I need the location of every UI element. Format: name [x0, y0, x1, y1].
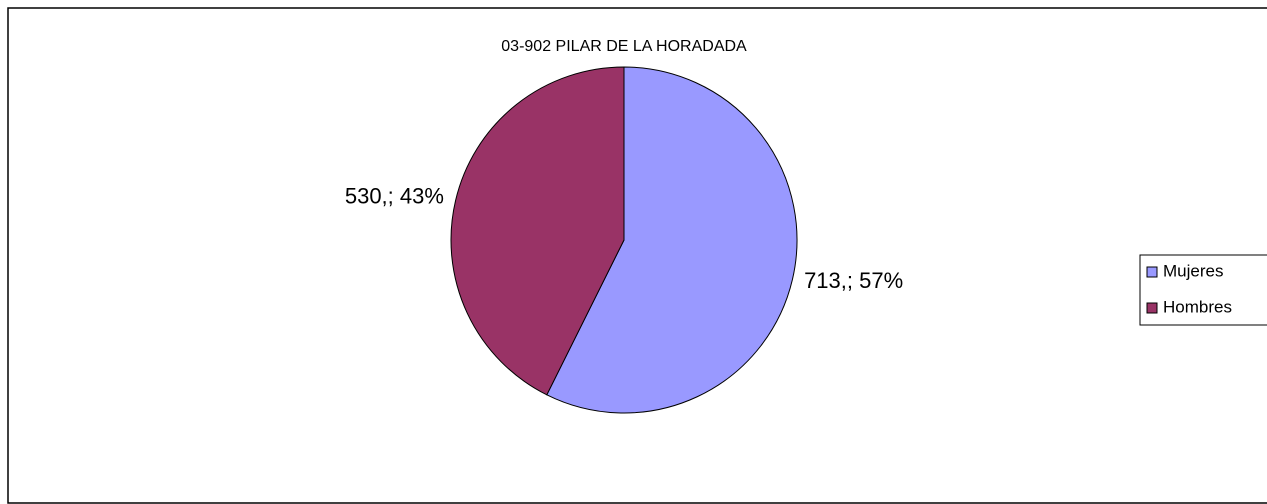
legend-swatch	[1146, 266, 1158, 278]
pie-slice	[450, 66, 625, 396]
data-label: 530,; 43%	[345, 183, 444, 208]
legend-box	[1139, 254, 1267, 326]
chart-title: 03-902 PILAR DE LA HORADADA	[501, 38, 747, 55]
legend-label: Mujeres	[1163, 261, 1223, 280]
data-label: 713,; 57%	[804, 268, 903, 293]
legend-label: Hombres	[1163, 297, 1232, 316]
pie-slice	[546, 66, 798, 414]
legend-swatch	[1146, 302, 1158, 314]
